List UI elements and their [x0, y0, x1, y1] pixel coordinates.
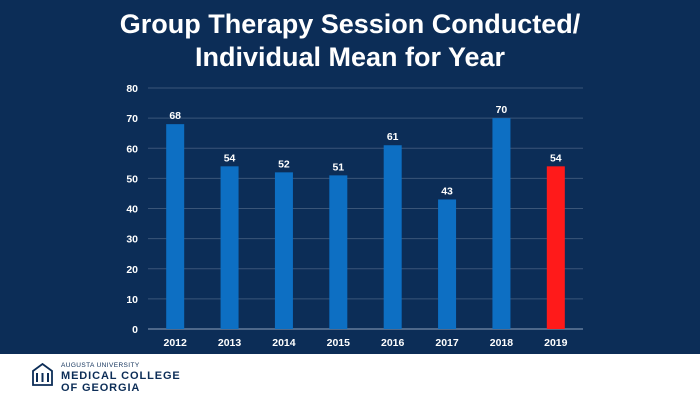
bar-chart: 0 10 20 30 40 50 60 70 80 68 2012 54 2013 52 2014 51 201… — [126, 83, 583, 349]
y-tick-label: 70 — [126, 113, 138, 125]
y-tick-label: 10 — [126, 294, 138, 306]
bar-value-label: 43 — [441, 185, 453, 197]
brand-text: AUGUSTA UNIVERSITY MEDICAL COLLEGE OF GE… — [61, 361, 181, 394]
college-name-line1: MEDICAL COLLEGE — [61, 370, 181, 382]
bar — [166, 124, 185, 330]
university-name: AUGUSTA UNIVERSITY — [61, 362, 140, 369]
bar — [274, 172, 293, 329]
x-tick-label: 2016 — [381, 337, 405, 349]
y-tick-label: 50 — [126, 173, 138, 185]
bar — [383, 145, 402, 329]
bar — [438, 199, 457, 329]
college-name-line2: OF GEORGIA — [61, 382, 141, 394]
x-tick-label: 2012 — [164, 337, 188, 349]
y-tick-label: 20 — [126, 264, 138, 276]
bar — [329, 175, 348, 329]
bar — [220, 166, 239, 329]
x-tick-label: 2018 — [490, 337, 514, 349]
bar-value-label: 54 — [224, 152, 236, 164]
x-tick-label: 2014 — [272, 337, 296, 349]
bar-value-label: 54 — [550, 152, 562, 164]
x-tick-label: 2017 — [435, 337, 459, 349]
y-tick-label: 30 — [126, 234, 138, 246]
x-tick-label: 2019 — [544, 337, 568, 349]
bar-value-label: 61 — [387, 131, 399, 143]
x-tick-label: 2013 — [218, 337, 242, 349]
bar-value-label: 68 — [169, 110, 181, 122]
bar — [492, 118, 511, 329]
bar-value-label: 52 — [278, 158, 290, 170]
y-tick-label: 80 — [126, 83, 138, 95]
bar-value-label: 70 — [496, 104, 508, 116]
chart-title-line2: Individual Mean for Year — [194, 42, 506, 72]
x-tick-label: 2015 — [327, 337, 351, 349]
footer: AUGUSTA UNIVERSITY MEDICAL COLLEGE OF GE… — [0, 354, 700, 415]
bar-value-label: 51 — [332, 161, 344, 173]
slide-background: 0 10 20 30 40 50 60 70 80 68 2012 54 2013 52 2014 51 201… — [0, 0, 700, 354]
y-tick-label: 40 — [126, 204, 138, 216]
bar — [546, 166, 565, 329]
chart-title-line1: Group Therapy Session Conducted/ — [119, 9, 581, 39]
y-tick-label: 0 — [132, 324, 138, 336]
building-columns-icon — [32, 363, 53, 386]
y-tick-label: 60 — [126, 143, 138, 155]
chart-title: Group Therapy Session Conducted/ Individ… — [0, 8, 700, 74]
